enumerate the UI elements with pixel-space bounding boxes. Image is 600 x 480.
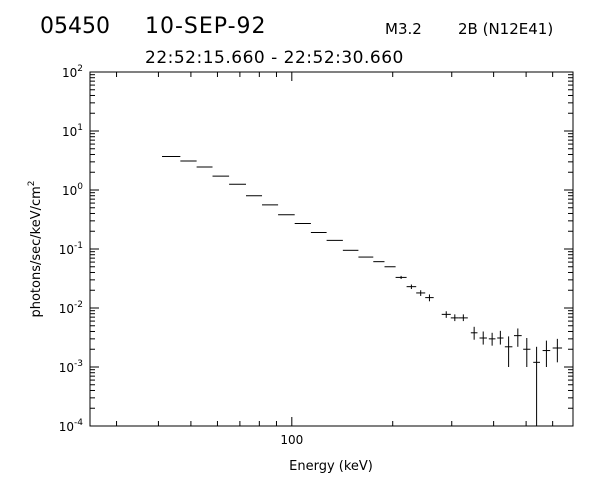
data-point [533,346,540,426]
data-point [441,311,451,318]
data-point [416,290,426,296]
burst-number: 05450 [40,14,110,39]
data-points [162,155,563,426]
observation-date: 10-SEP-92 [145,14,267,39]
data-point [504,336,513,367]
data-point [458,314,468,322]
x-tick-labels: 100 [280,433,303,447]
goes-class: M3.2 [385,20,422,38]
data-point [406,284,417,289]
y-tick-base: 10 [59,361,74,375]
y-tick-exponent: 1 [77,123,83,133]
y-tick-label: 10-4 [59,418,84,434]
y-axis-label: photons/sec/keV/cm2 [27,180,44,317]
x-axis-label: Energy (keV) [289,459,373,474]
y-tick-base: 10 [59,243,74,257]
data-point [488,332,496,346]
optical-flare-class: 2B (N12E41) [458,20,554,38]
data-point [479,331,487,345]
data-point [450,314,459,322]
y-tick-base: 10 [62,184,77,198]
y-tick-label: 10-3 [59,359,83,375]
x-tick-label: 100 [280,433,303,447]
y-tick-label: 10-2 [59,300,83,316]
y-label-superscript: 2 [27,180,37,186]
y-tick-exponent: -4 [74,418,83,428]
data-point [552,338,563,363]
y-tick-base: 10 [62,66,77,80]
y-tick-base: 10 [62,125,77,139]
data-point [513,328,522,347]
data-point [542,340,551,367]
y-tick-exponent: -3 [74,359,83,369]
data-point [425,294,434,302]
y-tick-exponent: 0 [77,182,83,192]
data-point [497,330,504,345]
data-point [523,338,531,367]
y-tick-exponent: -1 [74,241,83,251]
plot-frame [89,71,574,427]
time-range: 22:52:15.660 - 22:52:30.660 [145,48,404,68]
data-point [470,326,478,340]
y-tick-label: 10-1 [59,241,83,257]
axis-ticks [90,71,573,427]
y-label-text: photons/sec/keV/cm [29,186,44,317]
y-tick-exponent: -2 [74,300,83,310]
y-tick-label: 100 [62,182,83,198]
y-tick-exponent: 2 [77,64,83,74]
y-tick-base: 10 [59,302,74,316]
data-point [395,275,407,280]
y-tick-base: 10 [59,420,74,434]
y-tick-label: 102 [62,64,83,80]
y-tick-label: 101 [62,123,83,139]
